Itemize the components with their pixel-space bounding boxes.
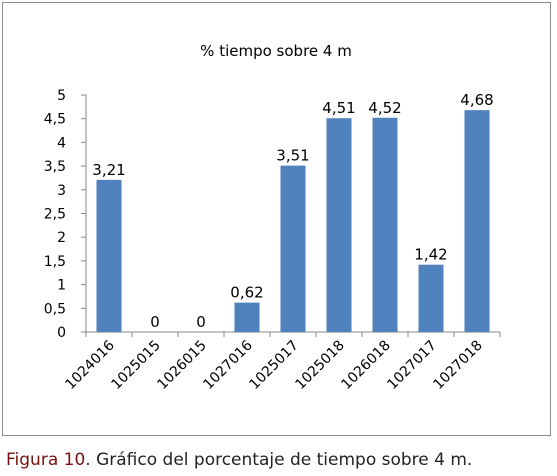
bar-chart: % tiempo sobre 4 m 0 0,5 1 1,5 2 2,5 3 3,5 4 4,5 5… <box>44 42 501 393</box>
y-tick-label: 4 <box>57 135 66 151</box>
y-tick-label: 0 <box>57 325 66 341</box>
data-label: 0 <box>150 313 160 331</box>
x-tick-label: 1026018 <box>338 338 393 393</box>
x-tick-label: 1027016 <box>200 337 255 392</box>
y-tick-label: 3 <box>57 183 66 199</box>
y-tick-label: 2 <box>57 230 66 246</box>
caption-text: Gráfico del porcentaje de tiempo sobre 4… <box>90 450 473 470</box>
caption-label: Figura 10. <box>6 450 91 470</box>
data-label: 0 <box>196 313 206 331</box>
figure-caption: Figura 10. Gráfico del porcentaje de tie… <box>6 450 472 470</box>
chart-title: % tiempo sobre 4 m <box>200 42 352 60</box>
x-tick-labels: 1024016102501510260151027016102501710250… <box>62 337 485 392</box>
y-tick-label: 3,5 <box>44 159 66 175</box>
bar <box>326 118 352 332</box>
bar <box>234 302 260 332</box>
y-tick-label: 1 <box>57 278 66 294</box>
bar <box>96 179 122 332</box>
bars <box>96 110 490 332</box>
x-axis <box>85 331 501 337</box>
x-tick-label: 1026015 <box>154 338 209 393</box>
bar <box>464 110 490 332</box>
x-tick-label: 1027018 <box>430 338 485 393</box>
data-label: 1,42 <box>414 246 447 264</box>
x-tick-label: 1025018 <box>292 338 347 393</box>
bar <box>372 117 398 332</box>
y-tick-label: 0,5 <box>44 301 66 317</box>
x-tick-label: 1024016 <box>62 337 117 392</box>
bar <box>280 165 306 332</box>
data-labels: 3,21 0 0 0,62 3,51 4,51 4,52 1,42 4,68 <box>92 91 493 331</box>
x-tick-label: 1025015 <box>108 338 163 393</box>
data-label: 4,68 <box>460 91 493 109</box>
bar <box>418 264 444 332</box>
data-label: 3,21 <box>92 161 125 179</box>
y-tick-label: 1,5 <box>44 254 66 270</box>
y-tick-label: 5 <box>57 88 66 104</box>
data-label: 4,52 <box>368 99 401 117</box>
data-label: 4,51 <box>322 99 355 117</box>
y-tick-label: 4,5 <box>44 112 66 128</box>
chart-frame <box>2 2 551 436</box>
x-tick-label: 1025017 <box>246 338 301 393</box>
x-tick-label: 1027017 <box>384 338 439 393</box>
y-axis: 0 0,5 1 1,5 2 2,5 3 3,5 4 4,5 5 <box>44 88 87 341</box>
data-label: 3,51 <box>276 147 309 165</box>
y-tick-label: 2,5 <box>44 207 66 223</box>
data-label: 0,62 <box>230 284 263 302</box>
